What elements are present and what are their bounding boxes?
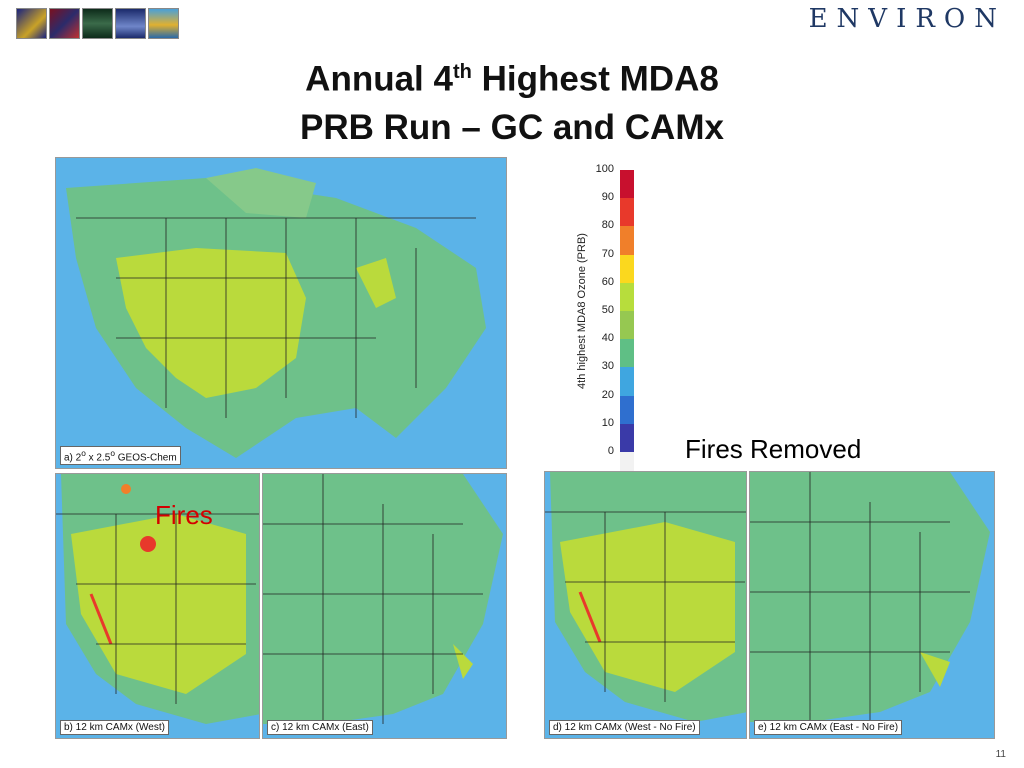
colorbar-segment — [620, 282, 634, 311]
map-e-caption: e) 12 km CAMx (East - No Fire) — [754, 720, 903, 735]
map-b-caption: b) 12 km CAMx (West) — [60, 720, 169, 735]
colorbar-tick-label: 100 — [595, 163, 614, 175]
map-a-graphic — [56, 158, 506, 468]
map-c-graphic — [263, 474, 506, 738]
slide-title-line1: Annual 4th Highest MDA8 — [305, 59, 719, 99]
fires-removed-annotation: Fires Removed — [685, 434, 862, 464]
ozone-colorbar: 4th highest MDA8 Ozone (PRB) 100 90 80 70 60… — [562, 160, 642, 481]
colorbar-segment — [620, 311, 634, 340]
map-b-graphic — [56, 474, 259, 738]
map-e-graphic — [750, 472, 994, 738]
map-camx-west-no-fire: d) 12 km CAMx (West - No Fire) — [544, 471, 747, 739]
colorbar-segment — [620, 395, 634, 424]
colorbar-tick-label: 40 — [601, 332, 614, 345]
colorbar-tick-label: 50 — [601, 304, 614, 316]
map-geos-chem: a) 2o x 2.5o GEOS-Chem — [55, 157, 507, 469]
colorbar-tick-label: 0 — [607, 445, 614, 457]
map-d-graphic — [545, 472, 746, 738]
map-d-caption: d) 12 km CAMx (West - No Fire) — [549, 720, 700, 735]
colorbar-tick-label: 20 — [601, 388, 614, 401]
map-a-caption: a) 2o x 2.5o GEOS-Chem — [60, 445, 181, 465]
map-camx-east-no-fire: e) 12 km CAMx (East - No Fire) — [749, 471, 995, 739]
slide-number: 11 — [995, 749, 1006, 760]
fires-annotation: Fires — [155, 500, 213, 530]
dna-logo — [49, 8, 80, 39]
colorbar-segment — [620, 170, 634, 199]
colorbar-segment — [620, 254, 634, 283]
colorbar-segment — [620, 198, 634, 227]
colorbar-segment — [620, 226, 634, 255]
globe-logo — [16, 8, 47, 39]
colorbar-segment — [620, 339, 634, 368]
colorbar-segment — [620, 423, 634, 452]
map-camx-east: c) 12 km CAMx (East) — [262, 473, 507, 739]
map-camx-west: b) 12 km CAMx (West) — [55, 473, 260, 739]
partner-logos — [16, 8, 179, 39]
map-c-caption: c) 12 km CAMx (East) — [267, 720, 373, 735]
building-logo — [115, 8, 146, 39]
balloon-logo — [148, 8, 179, 39]
lantern-logo — [82, 8, 113, 39]
environ-brand: ENVIRON — [808, 4, 1006, 34]
colorbar-tick-label: 30 — [601, 360, 614, 373]
colorbar-tick-label: 60 — [601, 275, 614, 288]
colorbar-tick-label: 10 — [601, 416, 614, 429]
slide-title-line2: PRB Run – GC and CAMx — [300, 108, 724, 147]
colorbar-segment — [620, 367, 634, 396]
colorbar-tick-label: 70 — [601, 247, 614, 260]
colorbar-tick-label: 80 — [601, 219, 614, 232]
colorbar-tick-label: 90 — [601, 191, 614, 204]
